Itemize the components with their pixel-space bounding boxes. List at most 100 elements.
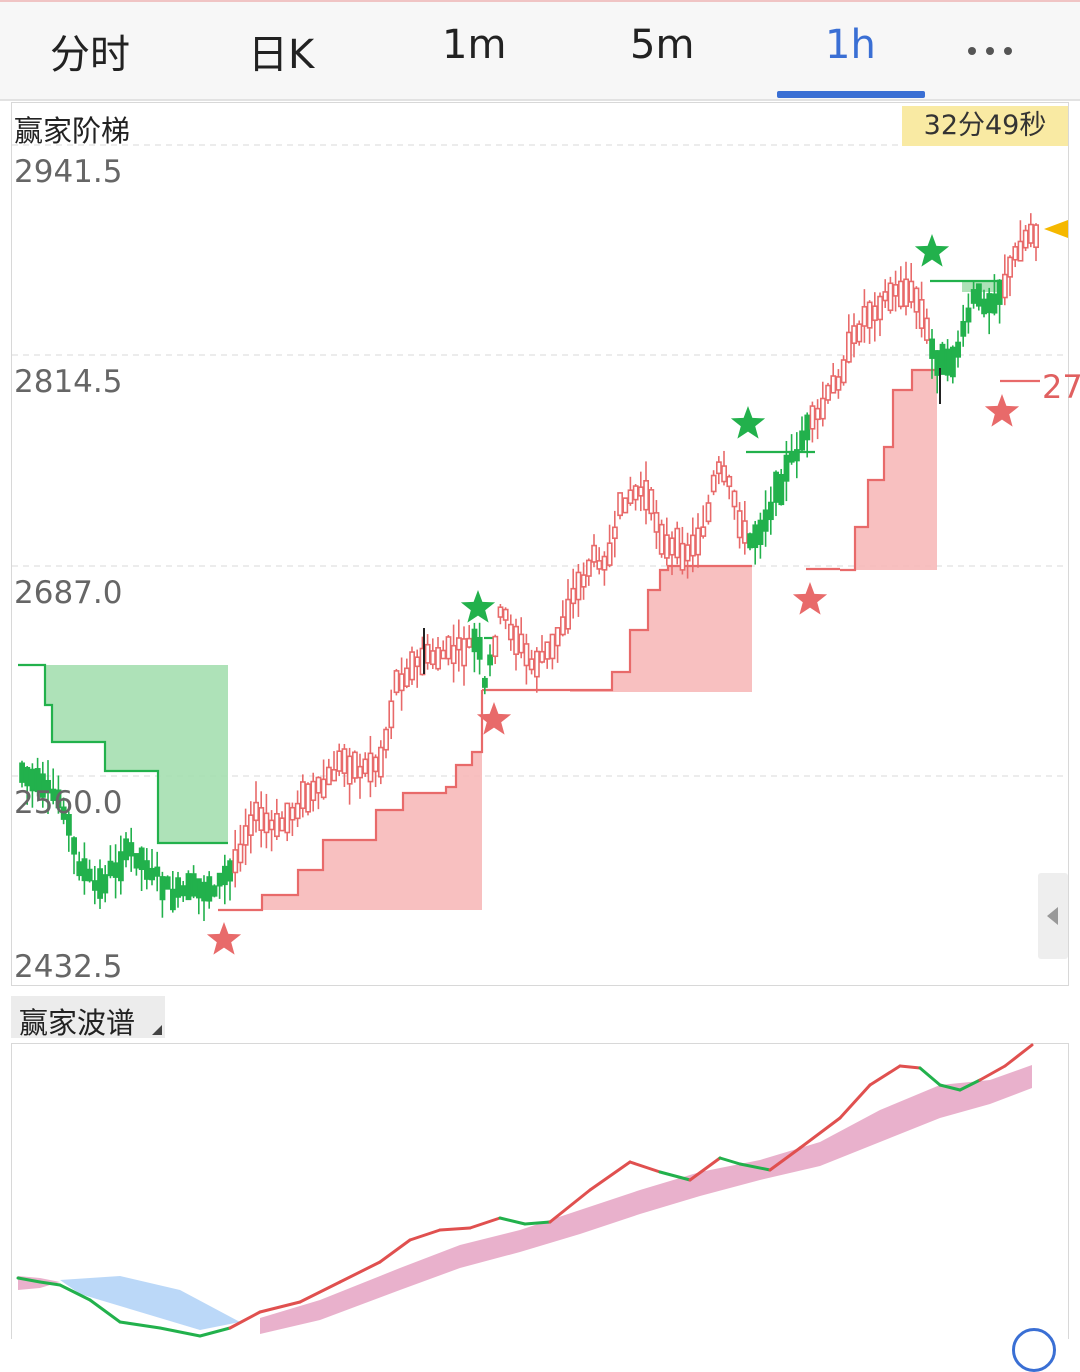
candle (882, 279, 889, 308)
active-tab-indicator (777, 91, 925, 98)
candle (76, 851, 83, 881)
candle-body (648, 489, 655, 515)
down-ladder-area (45, 665, 228, 843)
candle-body (476, 636, 483, 660)
right-edge-price-label: 27 (1042, 368, 1080, 406)
candle-body (996, 279, 1003, 305)
candle (757, 512, 764, 559)
candle-body (710, 474, 717, 493)
candle-body (653, 512, 660, 533)
candle (175, 871, 181, 908)
candle-body (570, 587, 577, 605)
candle-body (86, 868, 93, 882)
candle-body (206, 876, 213, 902)
candle-body (429, 650, 436, 666)
candle-body (190, 873, 197, 897)
candle-body (435, 647, 441, 670)
candle-body (461, 638, 467, 667)
candle (325, 758, 332, 786)
candle-body (866, 301, 873, 329)
candle (949, 345, 956, 384)
price-chart[interactable] (0, 0, 1080, 1000)
candle (669, 531, 675, 576)
candle-body (830, 375, 837, 394)
up-ladder-2-edge (570, 564, 752, 692)
candle (960, 304, 967, 347)
candle-body (393, 670, 400, 694)
candle (939, 341, 946, 375)
up-ladder-3 (840, 370, 937, 570)
candle-body (965, 307, 972, 323)
candle (237, 824, 244, 872)
candle (814, 399, 821, 440)
candle-body (617, 492, 623, 517)
candle (871, 292, 878, 342)
candle (1001, 254, 1008, 306)
candle (648, 486, 655, 521)
candle-body (523, 643, 530, 667)
candle (700, 505, 707, 539)
indicator-fast-line (938, 1083, 962, 1092)
indicator-fast-line (88, 1298, 122, 1324)
candle (892, 270, 899, 312)
candle (830, 363, 837, 394)
candle-body (336, 750, 343, 772)
candle (144, 848, 150, 890)
tab-intraday[interactable]: 分时 (50, 32, 130, 78)
tab-1m[interactable]: 1m (442, 22, 507, 68)
candle-body (575, 571, 582, 601)
candle-body (736, 510, 743, 539)
candle-body (944, 348, 951, 376)
price-chart-panel[interactable] (11, 102, 1069, 986)
candle (289, 802, 296, 837)
candle (559, 600, 566, 637)
candle-body (565, 598, 571, 630)
candle-body (871, 305, 878, 322)
up-ladder-3-edge (840, 368, 937, 572)
candle (804, 412, 811, 458)
tab-5m[interactable]: 5m (630, 22, 695, 68)
candle (897, 266, 904, 310)
indicator-tab[interactable]: 赢家波谱 (11, 996, 165, 1040)
indicator-fast-line (258, 1300, 302, 1314)
more-horizontal-icon[interactable] (966, 38, 1018, 62)
candle-body (799, 430, 805, 451)
candle-body (1001, 273, 1008, 299)
candle (934, 350, 941, 394)
indicator-fast-line (378, 1238, 412, 1264)
candle (1033, 223, 1039, 262)
candle-body (518, 633, 525, 654)
candle (887, 276, 894, 314)
candle (424, 634, 431, 670)
indicator-fast-line (588, 1160, 632, 1192)
candle-body (507, 623, 514, 641)
indicator-fast-line (838, 1083, 872, 1120)
candle (66, 811, 72, 852)
candle-body (721, 465, 727, 483)
candle (336, 743, 343, 777)
candle (393, 668, 400, 696)
tab-daily-k[interactable]: 日K (248, 32, 315, 78)
candle (523, 633, 530, 685)
indicator-fast-line (768, 1146, 802, 1172)
chart-title: 赢家阶梯 (14, 114, 131, 148)
candle-body (705, 502, 712, 523)
candle-body (71, 837, 77, 855)
candle-body (695, 527, 701, 556)
candle (92, 865, 98, 905)
candle-body (341, 748, 348, 774)
candle-body (237, 843, 244, 864)
y-axis-label-3: 2687.0 (14, 575, 123, 611)
tab-1h[interactable]: 1h (825, 22, 876, 68)
candle (1017, 220, 1024, 262)
candle-body (81, 858, 88, 882)
corner-circle-icon[interactable] (1012, 1328, 1056, 1372)
collapse-arrow-icon[interactable] (1038, 873, 1068, 959)
candle (170, 871, 176, 913)
indicator-panel[interactable] (11, 1043, 1069, 1339)
y-axis-label-top: 2941.5 (14, 154, 123, 190)
candle-body (804, 414, 811, 441)
candle-body (502, 608, 509, 621)
candle (991, 274, 998, 316)
indicator-fast-line (658, 1170, 692, 1182)
